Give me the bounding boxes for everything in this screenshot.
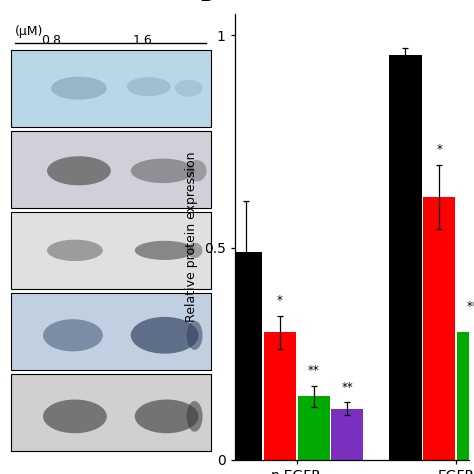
Text: *: * [277, 294, 283, 307]
Ellipse shape [43, 400, 107, 433]
Ellipse shape [47, 240, 103, 261]
Ellipse shape [131, 158, 195, 183]
Bar [423, 197, 456, 460]
Bar [264, 332, 296, 460]
FancyBboxPatch shape [11, 293, 210, 370]
Bar [331, 409, 364, 460]
Bar [230, 252, 262, 460]
Ellipse shape [187, 160, 207, 182]
Text: 1.6: 1.6 [133, 34, 153, 47]
FancyBboxPatch shape [11, 50, 210, 127]
Ellipse shape [187, 321, 202, 350]
Text: **: ** [341, 381, 353, 394]
Text: **: ** [308, 364, 319, 377]
FancyBboxPatch shape [11, 131, 210, 208]
FancyBboxPatch shape [11, 374, 210, 451]
Ellipse shape [127, 77, 171, 96]
Ellipse shape [174, 80, 202, 97]
Text: *: * [436, 143, 442, 156]
Ellipse shape [135, 241, 195, 260]
Bar [298, 396, 329, 460]
Y-axis label: Relative protein expression: Relative protein expression [185, 152, 198, 322]
Bar [457, 332, 474, 460]
Ellipse shape [135, 400, 199, 433]
Ellipse shape [187, 401, 202, 432]
Ellipse shape [131, 317, 199, 354]
Text: **: ** [467, 301, 474, 313]
Ellipse shape [47, 156, 111, 185]
Ellipse shape [187, 243, 202, 258]
FancyBboxPatch shape [11, 212, 210, 289]
Ellipse shape [43, 319, 103, 351]
Text: 0.8: 0.8 [41, 34, 62, 47]
Ellipse shape [51, 77, 107, 100]
Text: (μM): (μM) [15, 26, 44, 38]
Text: B: B [200, 0, 213, 5]
Bar [390, 55, 421, 460]
